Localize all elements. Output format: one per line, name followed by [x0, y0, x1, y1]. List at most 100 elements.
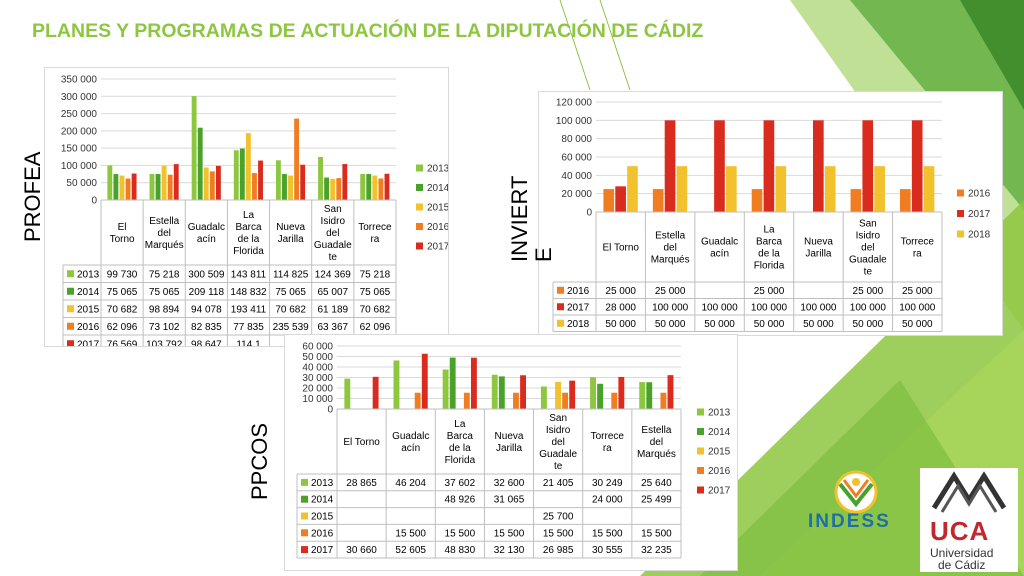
cell-value: 50 000 [902, 319, 933, 330]
row-year-label: 2017 [77, 339, 100, 347]
bar-2015 [330, 178, 336, 200]
cell-value: 21 405 [543, 478, 574, 489]
cell-value: 98 647 [191, 339, 222, 347]
bar-2017 [470, 357, 477, 409]
row-year-label: 2016 [77, 322, 100, 333]
row-year-label: 2013 [311, 478, 334, 489]
cell-value: 73 102 [149, 322, 180, 333]
y-tick-label: 40 000 [561, 171, 592, 182]
cell-value: 25 499 [641, 495, 672, 506]
legend-label: 2015 [427, 203, 448, 214]
cell-value: 100 000 [800, 302, 837, 313]
bar-2015 [161, 165, 167, 200]
category-label: Guadalc acín [701, 237, 738, 260]
category-label: San Isidro del Guadale te [849, 219, 887, 278]
bar-2014 [239, 148, 245, 200]
row-year-label: 2017 [311, 545, 334, 556]
bar-2015 [372, 175, 378, 200]
cell-value: 99 730 [107, 269, 138, 280]
bar-2014 [646, 382, 653, 409]
y-tick-label: 0 [327, 405, 333, 416]
cell-value: 48 830 [445, 545, 476, 556]
bar-2016 [603, 189, 615, 212]
bar-2016 [414, 392, 421, 409]
row-key-2014 [67, 287, 74, 295]
bar-2013 [233, 150, 239, 200]
bar-2013 [639, 382, 646, 409]
cell-value: 65 007 [317, 287, 348, 298]
legend-label: 2016 [427, 222, 448, 233]
bar-2017 [173, 164, 179, 200]
row-year-label: 2014 [311, 495, 334, 506]
bar-2016 [562, 392, 569, 409]
cell-value: 46 204 [395, 478, 426, 489]
bar-2014 [113, 174, 119, 200]
invierte-label-line2: E [531, 247, 556, 262]
cell-value: 15 500 [445, 528, 476, 539]
bar-2017 [714, 120, 725, 212]
category-label: Guadalc acín [188, 222, 225, 245]
cell-value: 25 000 [902, 286, 933, 297]
legend-key-2013 [416, 164, 423, 172]
category-label: Torrece ra [901, 237, 935, 260]
cell-value: 82 835 [191, 322, 222, 333]
cell-value: 15 500 [543, 528, 574, 539]
y-tick-label: 100 000 [61, 161, 98, 172]
page-title: PLANES Y PROGRAMAS DE ACTUACIÓN DE LA DI… [32, 20, 704, 42]
bar-2016 [751, 189, 763, 212]
y-tick-label: 60 000 [561, 153, 592, 164]
bar-2013 [393, 360, 400, 409]
cell-value: 62 096 [107, 322, 138, 333]
cell-value: 30 660 [346, 545, 377, 556]
bar-2017 [421, 353, 428, 409]
cell-value: 61 189 [317, 304, 348, 315]
bar-2016 [209, 171, 215, 200]
profea-chart-panel: 0 50 000 100 000 150 000 200 000 250 000 300 0… [44, 67, 449, 347]
bar-2013 [275, 160, 281, 200]
cell-value: 48 926 [445, 495, 476, 506]
legend-key-2016 [416, 223, 423, 230]
bar-2013 [344, 378, 351, 409]
cell-value: 26 985 [543, 545, 574, 556]
legend-label: 2014 [708, 427, 731, 438]
y-tick-label: 0 [91, 196, 97, 207]
row-key-2016 [301, 529, 308, 537]
category-label: Estella del Marqués [637, 425, 676, 460]
category-label: Estella del Marqués [145, 216, 184, 251]
cell-value: 32 600 [494, 478, 525, 489]
cell-value: 15 500 [592, 528, 623, 539]
legend-label: 2013 [427, 164, 448, 175]
cell-value: 50 000 [655, 319, 686, 330]
y-tick-label: 80 000 [561, 134, 592, 145]
category-label: Nueva Jarilla [276, 222, 305, 245]
bar-2013 [107, 165, 113, 200]
bar-2018 [824, 166, 836, 212]
category-label: Estella del Marqués [651, 231, 690, 266]
row-key-2013 [67, 270, 74, 278]
cell-value: 25 000 [655, 286, 686, 297]
cell-value: 300 509 [188, 269, 225, 280]
legend-key-2018 [957, 230, 964, 238]
y-tick-label: 30 000 [302, 373, 333, 384]
bar-2016 [252, 173, 257, 200]
category-label: El Torno [110, 222, 135, 245]
cell-value: 32 235 [641, 545, 672, 556]
uca-line1: Universidad [930, 546, 994, 560]
cell-value: 75 065 [107, 287, 138, 298]
cell-value: 70 682 [360, 304, 391, 315]
bar-2013 [318, 157, 323, 200]
row-year-label: 2015 [77, 304, 100, 315]
row-key-2016 [67, 322, 74, 330]
cell-value: 30 555 [592, 545, 623, 556]
cell-value: 52 605 [395, 545, 426, 556]
bar-2016 [660, 392, 667, 409]
legend-key-2015 [697, 447, 704, 455]
y-tick-label: 60 000 [302, 342, 333, 353]
cell-value: 70 682 [107, 304, 138, 315]
cell-value: 209 118 [189, 287, 225, 298]
bar-2016 [850, 189, 862, 212]
category-label: La Barca de la Florida [445, 419, 476, 466]
bar-2017 [569, 380, 576, 409]
cell-value: 77 835 [233, 322, 264, 333]
cell-value: 50 000 [803, 319, 834, 330]
